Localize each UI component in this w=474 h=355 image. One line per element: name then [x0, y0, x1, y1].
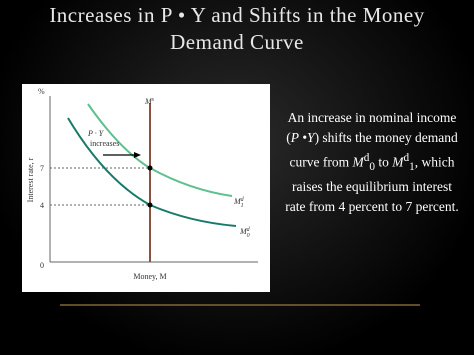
- diagram-background: [22, 84, 270, 292]
- text: d: [363, 152, 370, 164]
- text: to: [374, 154, 393, 170]
- body-text: An increase in nominal income (P •Y) shi…: [282, 108, 462, 217]
- text: An increase in nominal income (: [286, 110, 457, 145]
- tick-label: 0: [40, 261, 44, 270]
- tick-label: 4: [40, 201, 44, 210]
- label-base: M: [233, 197, 242, 206]
- x-axis-label: Money, M: [133, 272, 166, 281]
- label-sup: d: [247, 227, 251, 233]
- text: 0: [369, 161, 375, 174]
- shift-label: P · Y: [87, 129, 105, 138]
- arrow-head: [134, 152, 141, 158]
- text: M: [352, 154, 364, 170]
- text: •: [298, 130, 308, 145]
- text: , which raises the equilibrium interest …: [285, 154, 459, 215]
- label-sup: d: [241, 197, 245, 203]
- tick-label: 7: [40, 164, 44, 173]
- title-line: Increases in P • Y and Shifts in the Mon…: [49, 3, 425, 27]
- text: M: [392, 154, 404, 170]
- equilibrium-point: [147, 202, 153, 208]
- text: ) shifts the money demand curve from: [289, 130, 458, 170]
- label-sub: 1: [241, 203, 244, 209]
- label-sub: 0: [247, 233, 250, 239]
- title-line: Demand Curve: [170, 30, 304, 54]
- curve-label: Md 0: [239, 227, 251, 239]
- text: P: [290, 130, 299, 145]
- supply-label: Ms: [144, 97, 155, 106]
- curve-label: Md 1: [233, 197, 245, 209]
- label-base: M: [239, 227, 248, 236]
- label-base: M: [144, 97, 153, 106]
- equilibrium-point: [147, 165, 153, 171]
- label-sup: s: [152, 97, 155, 103]
- y-axis-label: Interest rate, r: [26, 157, 35, 202]
- shift-label: increases: [90, 139, 119, 148]
- text: 1: [409, 161, 415, 174]
- text: Y: [307, 130, 315, 145]
- text: d: [403, 152, 410, 164]
- slide-title: Increases in P • Y and Shifts in the Mon…: [0, 2, 474, 56]
- y-unit: %: [38, 87, 45, 96]
